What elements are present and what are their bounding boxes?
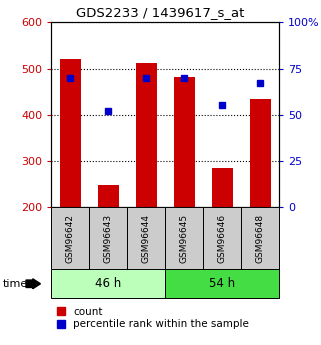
Bar — [165, 269, 279, 298]
Bar — [51, 207, 89, 269]
Bar — [203, 207, 241, 269]
Text: GSM96644: GSM96644 — [142, 214, 151, 263]
Text: GSM96642: GSM96642 — [66, 214, 75, 263]
Bar — [165, 207, 203, 269]
Bar — [89, 207, 127, 269]
Bar — [174, 77, 195, 207]
Bar — [51, 269, 165, 298]
Text: GDS2233 / 1439617_s_at: GDS2233 / 1439617_s_at — [76, 6, 245, 19]
Text: time: time — [3, 279, 29, 289]
Text: GSM96646: GSM96646 — [218, 214, 227, 263]
Bar — [136, 63, 157, 207]
Bar — [98, 185, 119, 207]
Text: 54 h: 54 h — [209, 277, 235, 290]
Bar — [212, 168, 233, 207]
Bar — [127, 207, 165, 269]
Bar — [60, 59, 81, 207]
Text: GSM96643: GSM96643 — [104, 214, 113, 263]
Text: GSM96648: GSM96648 — [256, 214, 265, 263]
Text: GSM96645: GSM96645 — [180, 214, 189, 263]
Legend: count, percentile rank within the sample: count, percentile rank within the sample — [56, 307, 249, 329]
Text: 46 h: 46 h — [95, 277, 121, 290]
FancyArrow shape — [26, 279, 40, 289]
Bar — [250, 99, 271, 207]
Bar — [241, 207, 279, 269]
